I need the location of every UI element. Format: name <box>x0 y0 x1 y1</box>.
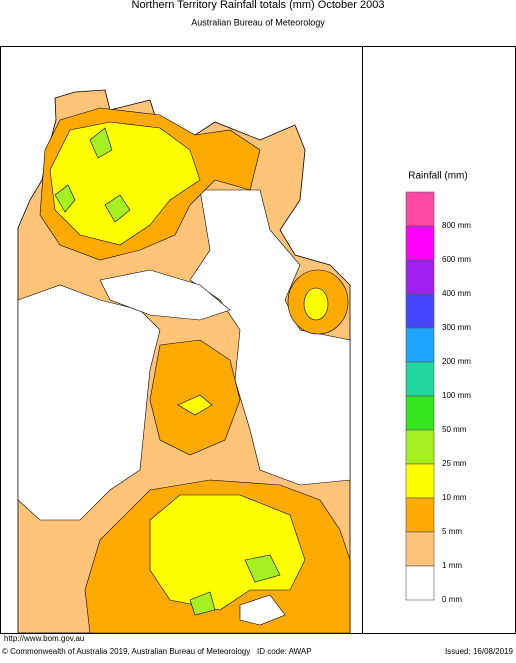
area-10mm <box>177 394 213 416</box>
legend-label: 10 mm <box>442 493 467 502</box>
title: Northern Territory Rainfall totals (mm) … <box>132 0 385 11</box>
legend-label: 50 mm <box>442 425 467 434</box>
legend-swatch <box>405 531 435 567</box>
dry-area <box>239 594 286 626</box>
legend-label: 1 mm <box>442 561 462 570</box>
legend-label: 0 mm <box>442 595 462 604</box>
legend-swatch <box>405 293 435 329</box>
legend-label: 600 mm <box>442 255 471 264</box>
footer-id: ID code: AWAP <box>257 647 312 656</box>
legend-label: 800 mm <box>442 221 471 230</box>
legend-title: Rainfall (mm) <box>408 171 467 182</box>
legend-swatch <box>405 429 435 465</box>
legend-swatch <box>405 361 435 397</box>
area-25mm <box>104 194 131 223</box>
legend-swatch <box>405 259 435 295</box>
legend-swatch <box>405 225 435 261</box>
subtitle: Australian Bureau of Meteorology <box>191 17 325 27</box>
legend-label: 300 mm <box>442 323 471 332</box>
legend-swatch <box>405 327 435 363</box>
footer-issued: Issued: 16/08/2019 <box>445 647 514 656</box>
area-25mm <box>244 554 281 583</box>
area-25mm <box>54 184 76 213</box>
legend-label: 200 mm <box>442 357 471 366</box>
area-10mm <box>303 287 329 321</box>
legend-label: 400 mm <box>442 289 471 298</box>
footer-copyright: © Commonwealth of Australia 2019, Austra… <box>2 647 250 656</box>
area-25mm <box>89 127 113 159</box>
area-10mm <box>49 121 201 246</box>
dry-area <box>17 284 161 521</box>
footer-url: http://www.bom.gov.au <box>4 634 84 643</box>
area-25mm <box>189 591 216 616</box>
map <box>0 46 363 634</box>
legend-frame <box>362 46 516 634</box>
legend-swatch <box>405 395 435 431</box>
legend-label: 5 mm <box>442 527 462 536</box>
legend-label: 25 mm <box>442 459 467 468</box>
legend-swatch <box>405 191 435 227</box>
area-10mm <box>149 494 306 611</box>
legend-swatch <box>405 497 435 533</box>
legend: 800 mm 600 mm 400 mm 300 mm 200 mm 100 mm 50 m… <box>405 191 471 604</box>
legend-swatch <box>405 463 435 499</box>
legend-swatch <box>405 565 435 601</box>
legend-label: 100 mm <box>442 391 471 400</box>
dry-area <box>99 269 231 321</box>
